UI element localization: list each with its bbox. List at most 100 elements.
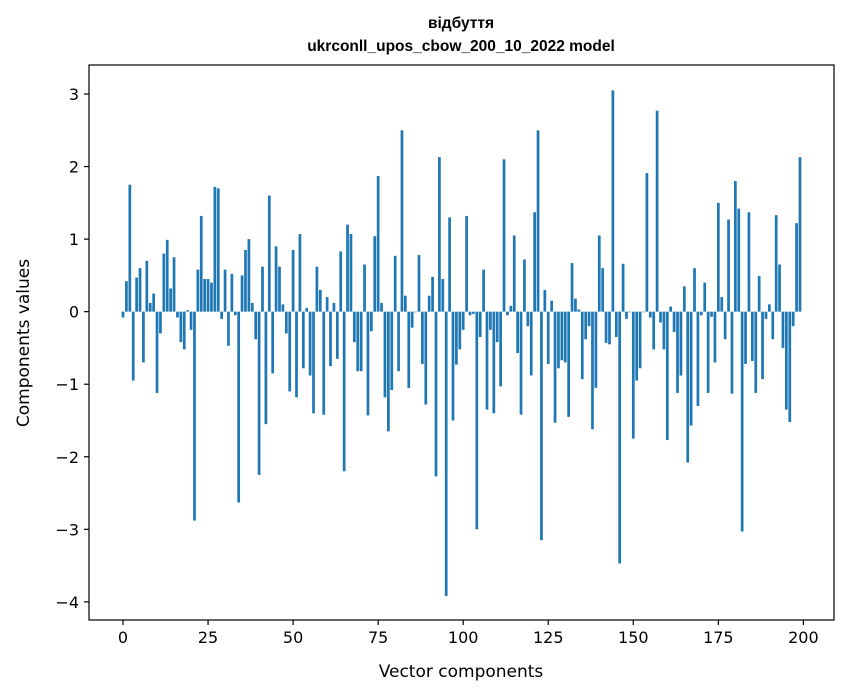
bar-101 bbox=[465, 215, 468, 312]
bar-74 bbox=[373, 236, 377, 312]
bar-79 bbox=[390, 311, 394, 391]
bar-167 bbox=[689, 311, 693, 426]
bar-96 bbox=[448, 217, 451, 312]
bar-182 bbox=[740, 311, 744, 532]
bar-151 bbox=[635, 311, 639, 381]
plot-frame bbox=[88, 64, 835, 621]
bar-99 bbox=[458, 311, 462, 350]
bar-45 bbox=[274, 246, 278, 312]
bar-134 bbox=[577, 309, 581, 312]
bar-168 bbox=[693, 268, 696, 312]
bar-161 bbox=[669, 306, 673, 312]
bar-43 bbox=[267, 195, 271, 312]
bar-88 bbox=[421, 311, 424, 364]
bar-171 bbox=[703, 282, 707, 312]
bar-189 bbox=[764, 311, 768, 319]
bar-93 bbox=[438, 157, 441, 312]
bar-145 bbox=[614, 311, 618, 338]
bar-72 bbox=[366, 311, 370, 416]
bar-188 bbox=[761, 311, 764, 380]
x-tick-label-25: 25 bbox=[198, 628, 218, 647]
bar-83 bbox=[404, 295, 407, 312]
bar-56 bbox=[312, 311, 315, 414]
bar-13 bbox=[165, 239, 169, 312]
bar-194 bbox=[781, 311, 785, 348]
bar-195 bbox=[785, 311, 788, 410]
bar-32 bbox=[230, 273, 234, 312]
bar-152 bbox=[638, 311, 642, 369]
bar-186 bbox=[754, 311, 758, 393]
bar-61 bbox=[329, 311, 332, 367]
bar-183 bbox=[744, 311, 747, 364]
bar-187 bbox=[757, 276, 761, 312]
bar-111 bbox=[499, 311, 502, 387]
bar-6 bbox=[142, 311, 145, 363]
bar-100 bbox=[461, 311, 465, 330]
bar-104 bbox=[475, 311, 479, 530]
bar-41 bbox=[261, 266, 264, 312]
bar-156 bbox=[652, 311, 656, 350]
y-tick-label-2: 2 bbox=[69, 158, 79, 177]
bar-98 bbox=[455, 311, 458, 365]
bar-115 bbox=[512, 235, 516, 312]
x-tick-label-150: 150 bbox=[618, 628, 649, 647]
bar-54 bbox=[305, 308, 309, 312]
bar-38 bbox=[250, 302, 254, 312]
bar-131 bbox=[567, 311, 571, 417]
bar-34 bbox=[237, 311, 241, 503]
bar-91 bbox=[431, 276, 434, 312]
bar-94 bbox=[441, 279, 445, 312]
bar-12 bbox=[162, 253, 166, 312]
bar-25 bbox=[206, 279, 210, 312]
bar-124 bbox=[543, 289, 547, 312]
bar-132 bbox=[570, 263, 574, 312]
bar-86 bbox=[414, 311, 417, 313]
bar-67 bbox=[349, 234, 353, 312]
bar-170 bbox=[699, 311, 703, 316]
bar-102 bbox=[468, 311, 472, 316]
bar-18 bbox=[182, 311, 186, 350]
bar-17 bbox=[179, 311, 183, 343]
bar-169 bbox=[696, 311, 700, 406]
bar-153 bbox=[642, 311, 645, 313]
bar-31 bbox=[227, 311, 230, 346]
bar-126 bbox=[550, 300, 554, 312]
bar-154 bbox=[645, 173, 649, 312]
bar-172 bbox=[706, 311, 710, 393]
bar-82 bbox=[400, 130, 404, 312]
bar-137 bbox=[587, 311, 591, 327]
bar-0 bbox=[121, 311, 125, 318]
x-tick-label-50: 50 bbox=[283, 628, 303, 647]
bar-113 bbox=[506, 311, 509, 316]
bar-63 bbox=[335, 311, 339, 359]
bar-80 bbox=[393, 255, 397, 312]
bar-52 bbox=[298, 234, 302, 312]
bar-20 bbox=[189, 311, 193, 330]
bar-15 bbox=[172, 257, 176, 312]
x-tick-label-175: 175 bbox=[703, 628, 734, 647]
bar-128 bbox=[557, 311, 560, 369]
bar-103 bbox=[472, 311, 475, 314]
bar-110 bbox=[495, 311, 499, 343]
bar-26 bbox=[210, 282, 213, 312]
bar-10 bbox=[155, 311, 159, 393]
bar-65 bbox=[342, 311, 346, 472]
bar-163 bbox=[676, 311, 679, 393]
x-tick-label-125: 125 bbox=[533, 628, 564, 647]
bar-8 bbox=[148, 302, 152, 312]
bar-139 bbox=[594, 311, 598, 388]
bar-62 bbox=[332, 302, 336, 312]
bar-11 bbox=[159, 311, 162, 334]
bar-1 bbox=[125, 281, 128, 312]
bar-19 bbox=[186, 310, 190, 312]
bar-23 bbox=[199, 215, 203, 312]
bar-127 bbox=[553, 311, 557, 423]
bar-185 bbox=[751, 311, 754, 361]
y-tick-label-1: 1 bbox=[69, 230, 79, 249]
bar-51 bbox=[295, 311, 298, 398]
plot-area bbox=[121, 90, 802, 597]
bar-75 bbox=[376, 176, 380, 312]
bar-84 bbox=[407, 311, 411, 388]
bar-47 bbox=[281, 304, 285, 312]
bar-3 bbox=[131, 311, 135, 381]
